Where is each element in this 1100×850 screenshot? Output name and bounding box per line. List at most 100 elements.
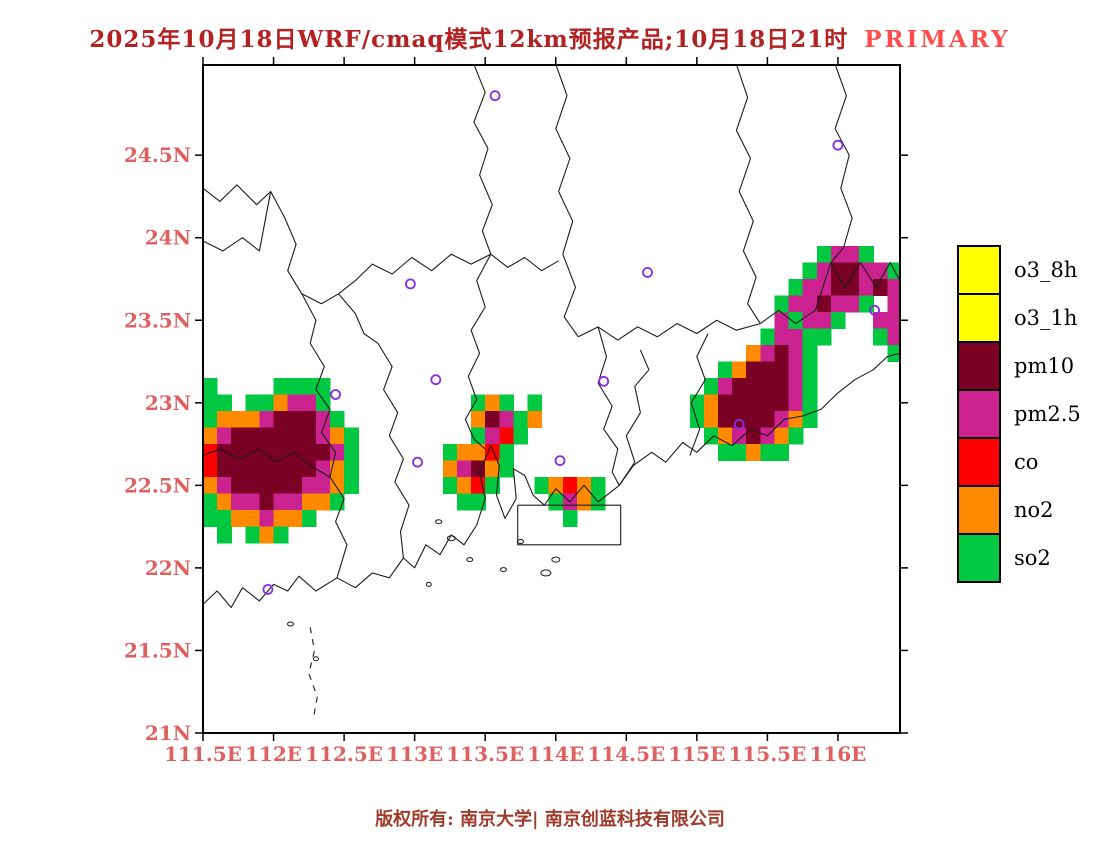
- station-marker: [330, 389, 342, 400]
- pollutant-cell-so2: [203, 411, 218, 429]
- legend-item-o3-1h: o3_1h: [957, 293, 1081, 343]
- pollutant-cell-pm2-5: [330, 444, 345, 462]
- pollutant-cell-so2: [344, 427, 359, 445]
- pollutant-cell-so2: [485, 477, 500, 495]
- boundary-coast-box: [517, 504, 622, 546]
- boundary-mid-vert-1: [473, 65, 493, 255]
- boundary-shanwei-vert: [689, 333, 709, 456]
- pollutant-cell-pm2-5: [287, 394, 303, 412]
- pollutant-cell-pm10: [760, 411, 775, 429]
- lat-tick-label: 21N: [145, 721, 191, 745]
- boundary-east-horiz: [578, 319, 761, 341]
- island: [540, 569, 552, 577]
- pollutant-cell-pm2-5: [457, 460, 472, 478]
- pollutant-cell-so2: [534, 477, 550, 495]
- pollutant-cell-so2: [273, 378, 289, 396]
- pollutant-cell-no2: [330, 477, 345, 495]
- legend-swatch-o3-1h: [957, 293, 1001, 343]
- pollutant-cell-pm10: [217, 460, 232, 478]
- lon-tick-label: 114E: [527, 742, 584, 766]
- pollutant-cell-so2: [562, 510, 578, 528]
- pollutant-cell-so2: [513, 427, 529, 445]
- pollutant-cell-pm10: [485, 411, 500, 429]
- legend-item-o3-8h: o3_8h: [957, 245, 1081, 295]
- pollutant-cell-so2: [203, 510, 218, 528]
- pollutant-cell-so2: [887, 345, 900, 363]
- boundary-zhaoqing-vert: [301, 293, 348, 578]
- pollutant-cell-so2: [802, 328, 818, 346]
- lon-tick-label: 115.5E: [728, 742, 806, 766]
- boundary-ne-zigzag: [759, 261, 900, 325]
- pollutant-cell-pm10: [301, 444, 317, 462]
- island: [312, 656, 319, 662]
- legend-label-so2: so2: [1014, 546, 1051, 570]
- pollutant-cell-so2: [718, 444, 733, 462]
- pollutant-cell-so2: [788, 427, 804, 445]
- pollutant-cell-co: [203, 460, 218, 478]
- pollutant-cell-pm10: [760, 361, 775, 379]
- pollutant-cell-pm2-5: [774, 312, 790, 330]
- pollutant-cell-no2: [485, 394, 500, 412]
- pollutant-cell-so2: [499, 444, 514, 462]
- pollutant-cell-pm10: [718, 411, 733, 429]
- pollutant-cell-pm2-5: [788, 361, 804, 379]
- island: [435, 519, 443, 525]
- pollutant-cell-so2: [203, 394, 218, 412]
- island: [551, 556, 561, 563]
- pollutant-cell-so2: [802, 378, 818, 396]
- pollutant-cell-pm2-5: [231, 493, 246, 511]
- pollutant-cell-pm2-5: [802, 295, 818, 313]
- station-marker: [404, 278, 416, 290]
- pollutant-cell-pm2-5: [774, 328, 790, 346]
- pollutant-cell-pm10: [774, 361, 790, 379]
- pollutant-cell-pm10: [301, 427, 317, 445]
- pollutant-cell-so2: [548, 493, 564, 511]
- pollutant-cell-so2: [760, 328, 775, 346]
- pollutant-cell-so2: [442, 444, 458, 462]
- boundary-huizhou-vert: [597, 326, 620, 486]
- pollutant-cell-pm10: [746, 394, 761, 412]
- pollutant-cell-no2: [746, 444, 761, 462]
- station-marker: [733, 418, 745, 430]
- boundary-west-horiz: [203, 448, 331, 478]
- pollutant-cell-so2: [217, 394, 232, 412]
- pollutant-cell-pm10: [845, 279, 860, 297]
- lat-tick-label: 23.5N: [124, 308, 191, 332]
- pollutant-cell-so2: [703, 378, 719, 396]
- pollutant-cell-pm10: [816, 295, 832, 313]
- pollutant-cell-co: [471, 477, 486, 495]
- pollutant-cell-pm2-5: [788, 394, 804, 412]
- pollutant-cell-no2: [231, 411, 246, 429]
- boundary-guangzhou-vert: [464, 253, 492, 450]
- pollutant-cell-pm10: [245, 477, 260, 495]
- island: [287, 621, 294, 627]
- legend-label-no2: no2: [1014, 498, 1054, 522]
- pollutant-cell-so2: [732, 444, 747, 462]
- pollutant-cell-so2: [330, 411, 345, 429]
- pollutant-cell-no2: [330, 427, 345, 445]
- pollutant-cell-pm10: [259, 493, 275, 511]
- title-primary-badge: PRIMARY: [864, 26, 1011, 53]
- pollutant-cell-so2: [301, 510, 317, 528]
- pollutant-cell-pm2-5: [816, 262, 832, 280]
- boundary-maritime-dashed: [308, 627, 318, 720]
- lat-tick-label: 22.5N: [124, 473, 191, 497]
- legend-item-co: co: [957, 437, 1081, 487]
- pollutant-cell-so2: [471, 427, 486, 445]
- pollutant-cell-so2: [816, 328, 832, 346]
- pollutant-cell-no2: [774, 427, 790, 445]
- pollutant-cell-pm2-5: [760, 345, 775, 363]
- pollutant-cell-pm2-5: [802, 312, 818, 330]
- pollutant-cell-pm10: [287, 411, 303, 429]
- station-marker: [412, 456, 423, 468]
- pollutant-cell-pm10: [259, 460, 275, 478]
- map-layer: [203, 65, 900, 720]
- lon-tick-label: 112E: [245, 742, 302, 766]
- pollutant-cell-pm2-5: [315, 460, 331, 478]
- pollutant-cell-pm10: [830, 279, 846, 297]
- pollutant-cell-no2: [457, 444, 472, 462]
- pollutant-cell-pm2-5: [732, 427, 747, 445]
- pollutant-cell-pm10: [287, 460, 303, 478]
